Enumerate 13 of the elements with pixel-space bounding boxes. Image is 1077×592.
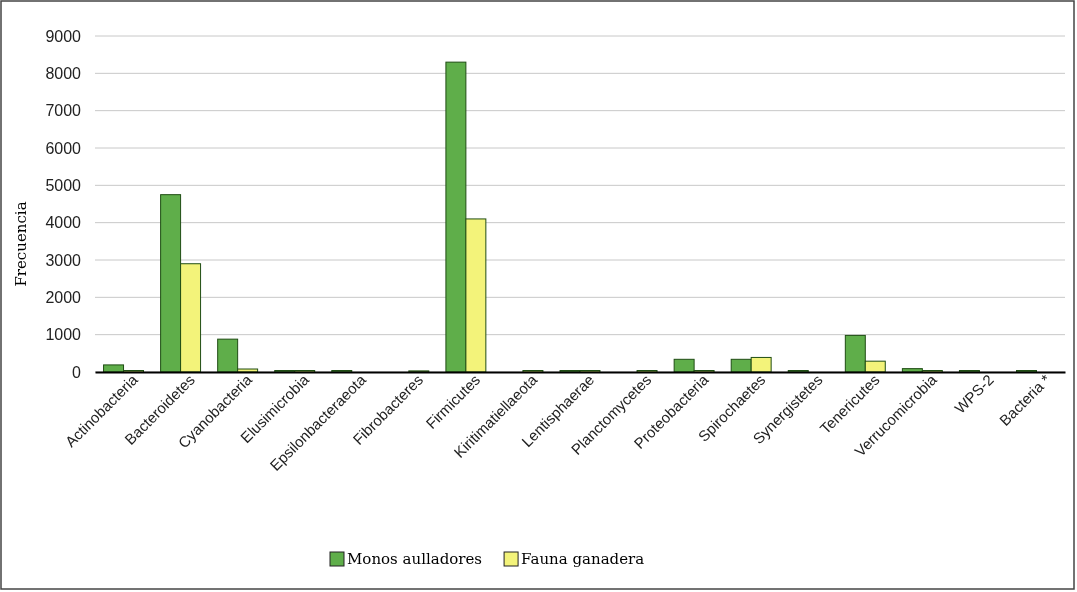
y-tick-label: 6000 xyxy=(45,139,82,157)
legend-label: Monos aulladores xyxy=(347,550,483,568)
y-tick-label: 2000 xyxy=(45,288,82,306)
y-tick-label: 9000 xyxy=(45,27,82,45)
y-tick-label: 8000 xyxy=(45,64,82,82)
y-tick-label: 4000 xyxy=(45,214,82,232)
y-tick-label: 5000 xyxy=(45,176,82,194)
legend-label: Fauna ganadera xyxy=(521,550,645,568)
y-tick-label: 3000 xyxy=(45,251,82,269)
y-tick-label: 0 xyxy=(72,363,82,381)
y-axis-title: Frecuencia xyxy=(12,201,30,287)
y-tick-label: 1000 xyxy=(45,326,82,344)
y-tick-label: 7000 xyxy=(45,102,82,120)
